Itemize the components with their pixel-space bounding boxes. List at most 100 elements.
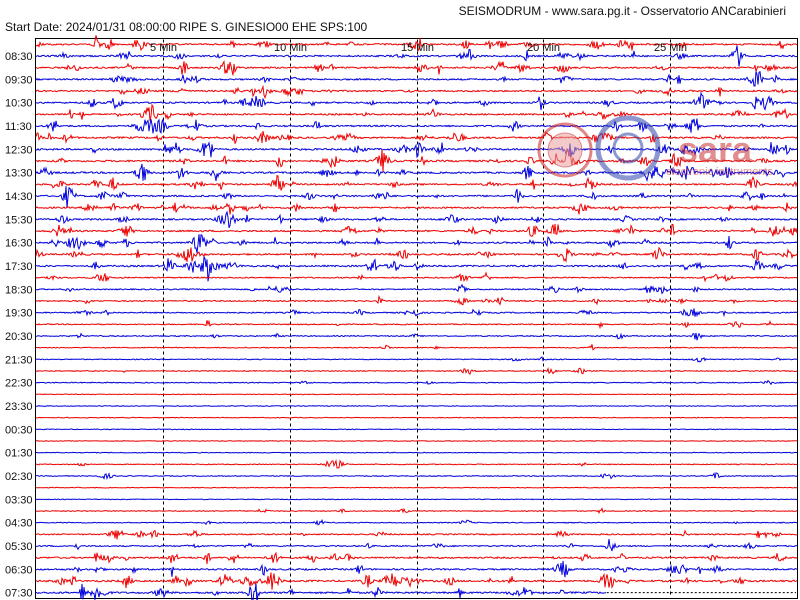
trace-line — [35, 103, 798, 122]
hour-label-bg — [3, 166, 35, 179]
hour-label: 10:30 — [5, 98, 33, 110]
hour-label: 00:30 — [5, 424, 33, 436]
hour-label: 19:30 — [5, 308, 33, 320]
hour-label-bg — [3, 96, 35, 109]
trace-line — [35, 174, 798, 192]
trace-line — [35, 163, 798, 183]
minute-label: 5 Min — [150, 42, 177, 54]
trace-line — [35, 551, 798, 565]
trace-line — [36, 472, 798, 481]
minute-label: 20 Min — [527, 42, 560, 54]
trace-line — [35, 141, 798, 159]
trace-line — [35, 84, 798, 100]
hour-label: 08:30 — [5, 51, 33, 63]
trace-line — [35, 486, 798, 489]
hour-label-bg — [3, 283, 35, 296]
minute-labels: 5 Min 10 Min 15 Min 20 Min 25 Min — [150, 42, 687, 54]
trace-line — [35, 60, 798, 76]
hour-label: 07:30 — [5, 588, 33, 600]
hour-label: 04:30 — [5, 518, 33, 530]
trace-line — [35, 539, 797, 552]
hour-label-bg — [3, 470, 35, 482]
hour-label-bg — [3, 50, 35, 62]
trace-line — [35, 246, 798, 263]
trace-line — [36, 344, 798, 351]
brand-subtext: electronic instruments — [666, 166, 773, 178]
trace-line — [35, 319, 798, 330]
hour-label-bg — [3, 190, 35, 202]
trace-line — [35, 379, 798, 386]
hour-label-bg — [3, 563, 35, 576]
hour-label: 14:30 — [5, 191, 33, 203]
hour-label-bg — [3, 516, 35, 529]
trace-line — [35, 416, 797, 419]
hour-label: 06:30 — [5, 564, 33, 576]
trace-line — [35, 234, 798, 253]
sara-logo: sara electronic instruments — [537, 115, 773, 181]
trace-line — [35, 91, 798, 111]
hour-label: 22:30 — [5, 378, 33, 390]
hour-label-bg — [3, 120, 35, 132]
hour-label-bg — [3, 260, 35, 272]
hour-label-bg — [3, 73, 35, 86]
hour-label-bg — [3, 586, 35, 599]
hour-label-bg — [3, 306, 35, 319]
trace-line — [35, 148, 798, 172]
hour-label: 23:30 — [5, 401, 33, 413]
trace-line — [35, 498, 798, 501]
trace-line — [35, 332, 798, 341]
trace-line — [35, 130, 798, 144]
hour-label: 15:30 — [5, 214, 33, 226]
hour-label-bg — [3, 376, 35, 389]
minute-gridlines — [163, 39, 671, 598]
hour-label: 18:30 — [5, 284, 33, 296]
hour-label: 01:30 — [5, 448, 33, 460]
trace-line — [35, 210, 798, 228]
trace-line — [35, 529, 798, 540]
hour-label: 16:30 — [5, 238, 33, 250]
hour-label-bg — [3, 236, 35, 249]
trace-line — [35, 428, 797, 431]
network-seal — [595, 115, 661, 181]
minute-label: 15 Min — [401, 42, 434, 54]
hour-label-bg — [3, 493, 35, 506]
trace-line — [35, 186, 798, 208]
trace-line — [35, 294, 798, 306]
hour-label-bg — [3, 400, 35, 412]
trace-line — [35, 393, 798, 396]
trace-line — [35, 356, 798, 363]
hour-label: 20:30 — [5, 331, 33, 343]
trace-line — [35, 223, 798, 238]
hour-label: 05:30 — [5, 541, 33, 553]
trace-line — [35, 507, 798, 515]
trace-line — [35, 572, 798, 590]
hour-label-bg — [3, 353, 35, 366]
trace-line — [35, 405, 798, 407]
hour-label: 09:30 — [5, 74, 33, 86]
start-date-label: Start Date: 2024/01/31 08:00:00 RIPE S. … — [5, 20, 368, 34]
trace-line — [36, 451, 797, 454]
trace-line — [35, 560, 798, 578]
hour-label-bg — [3, 330, 35, 342]
trace-line — [35, 202, 798, 215]
hour-label-bg — [3, 540, 35, 552]
trace-line — [35, 255, 798, 282]
drum-title: SEISMODRUM - www.sara.pg.it - Osservator… — [458, 4, 786, 18]
hour-label: 13:30 — [5, 168, 33, 180]
trace-line — [35, 583, 607, 600]
trace-line — [35, 518, 797, 526]
hour-label-bg — [3, 143, 35, 156]
trace-line — [35, 283, 798, 295]
hour-label-bg — [3, 423, 35, 436]
trace-line — [35, 117, 798, 134]
hour-label: 03:30 — [5, 494, 33, 506]
hour-label: 02:30 — [5, 471, 33, 483]
trace-line — [35, 308, 798, 318]
hour-label-bg — [3, 213, 35, 226]
minute-label: 10 Min — [274, 42, 307, 54]
trace-line — [35, 366, 798, 375]
trace-line — [35, 70, 798, 87]
trace-line — [35, 458, 798, 469]
brand-text: sara — [678, 129, 753, 170]
